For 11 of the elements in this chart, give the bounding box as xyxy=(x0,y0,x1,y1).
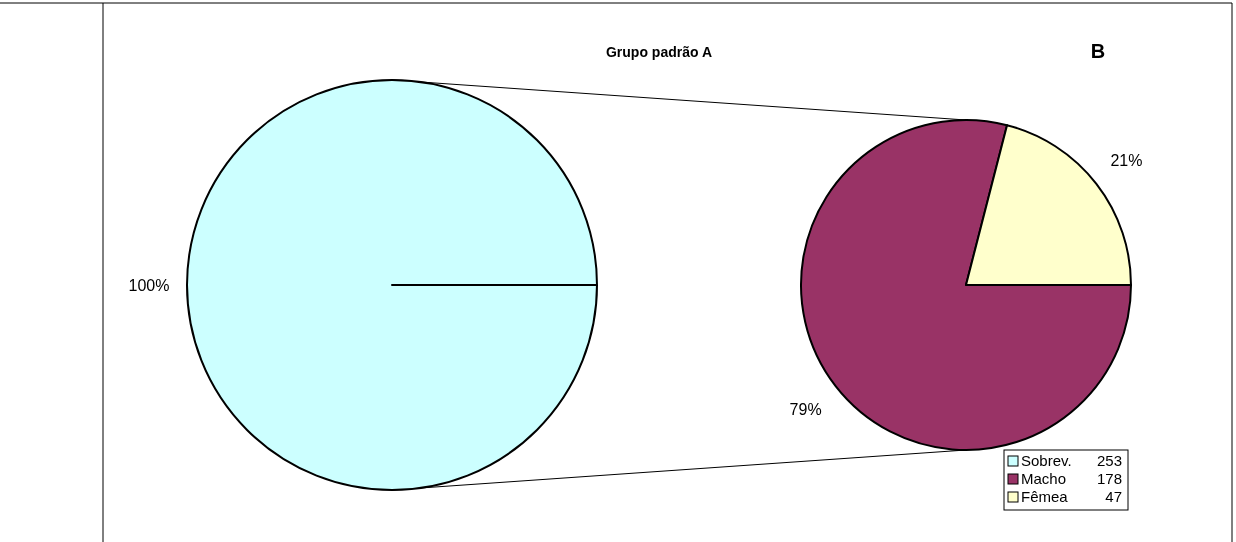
data-label: 79% xyxy=(789,400,822,418)
text: 253 xyxy=(1096,452,1122,469)
legend-label: Fêmea xyxy=(1021,488,1069,505)
legend-label: Macho xyxy=(1021,470,1067,487)
chart-title: Grupo padrão A xyxy=(605,44,713,60)
text: 178 xyxy=(1096,470,1122,487)
legend-label: Sobrev. xyxy=(1021,452,1072,469)
data-label: 21% xyxy=(1110,152,1143,170)
data-label: 100% xyxy=(128,276,170,294)
text: B xyxy=(1090,40,1106,62)
text: 47 xyxy=(1105,488,1122,505)
